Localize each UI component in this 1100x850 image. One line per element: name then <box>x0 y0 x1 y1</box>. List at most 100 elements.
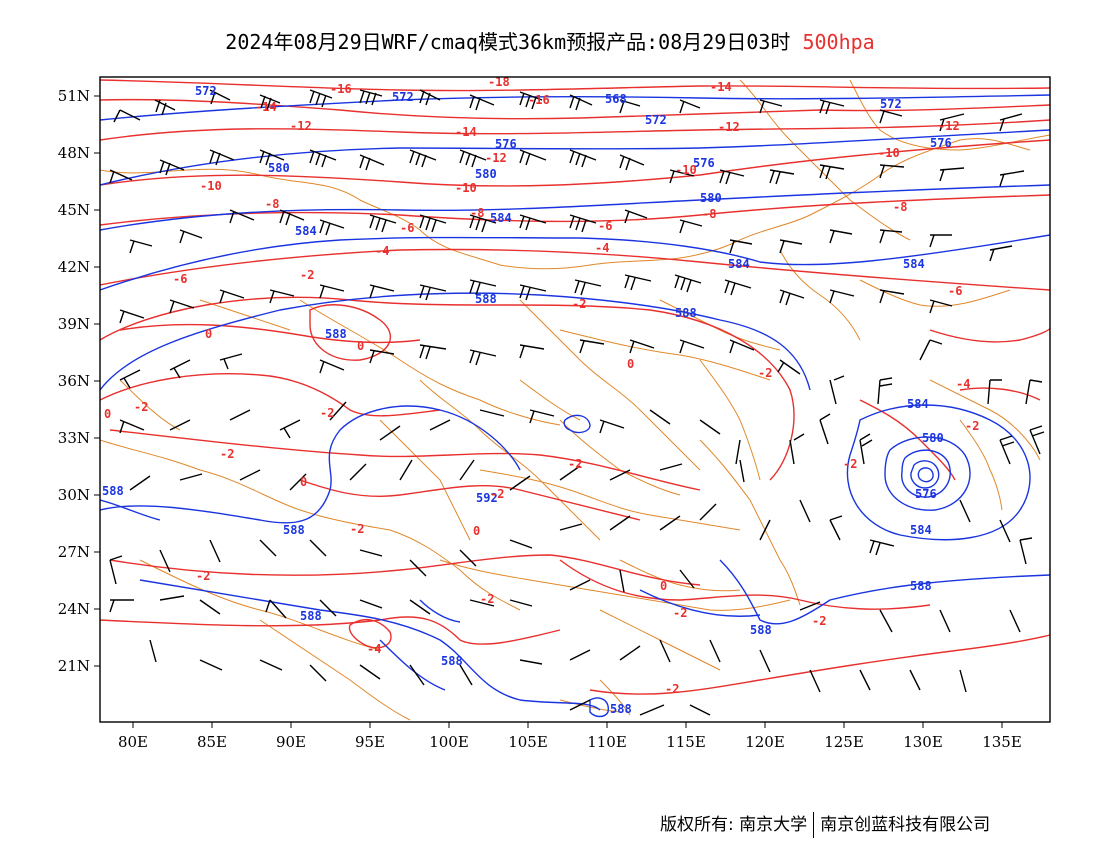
height-label: 588 <box>102 484 124 498</box>
lat-label: 21N <box>58 657 90 675</box>
temperature-label: 0 <box>660 579 667 593</box>
map-title: 2024年08月29日WRF/cmaq模式36km预报产品:08月29日03时 … <box>0 26 1100 55</box>
temperature-label: 0 <box>473 524 480 538</box>
temperature-label: -8 <box>265 197 279 211</box>
height-label: 588 <box>325 327 347 341</box>
temperature-label: -8 <box>470 206 484 220</box>
temperature-label: -2 <box>568 457 582 471</box>
height-label: 568 <box>605 92 627 106</box>
temperature-label: 0 <box>205 327 212 341</box>
lat-label: 48N <box>58 144 90 162</box>
height-label: 584 <box>295 224 317 238</box>
height-label: 588 <box>300 609 322 623</box>
contour-labels: 572 572 568 572 572 576 576 576 580 580 … <box>102 75 979 716</box>
height-label: 588 <box>475 292 497 306</box>
temperature-label: -4 <box>367 642 381 656</box>
temperature-label: -2 <box>350 522 364 536</box>
temperature-label: -2 <box>480 592 494 606</box>
temperature-label: -2 <box>965 419 979 433</box>
temperature-label: -8 <box>893 200 907 214</box>
wind-barbs <box>109 89 1045 716</box>
temperature-label: -10 <box>200 179 222 193</box>
temperature-label: -2 <box>196 569 210 583</box>
height-label: 584 <box>903 257 925 271</box>
height-label: 580 <box>700 191 722 205</box>
lon-label: 105E <box>508 733 548 751</box>
height-label: 576 <box>495 137 517 151</box>
height-label: 592 <box>476 491 498 505</box>
lon-label: 135E <box>982 733 1022 751</box>
temperature-label: -16 <box>528 93 550 107</box>
lat-label: 30N <box>58 486 90 504</box>
temperature-label: -4 <box>375 244 389 258</box>
temperature-label: -2 <box>812 614 826 628</box>
lat-label: 24N <box>58 600 90 618</box>
height-label: 588 <box>675 306 697 320</box>
temperature-label: -6 <box>948 284 962 298</box>
copyright-owner: 版权所有: 南京大学 <box>660 815 808 835</box>
longitude-axis: 80E 85E 90E 95E 100E 105E 110E 115E 120E… <box>118 722 1022 751</box>
temperature-label: -2 <box>673 606 687 620</box>
copyright-divider <box>813 812 815 838</box>
height-label: 580 <box>268 161 290 175</box>
temperature-label: 0 <box>627 357 634 371</box>
temperature-label: -2 <box>320 406 334 420</box>
latitude-axis: 51N 48N 45N 42N 39N 36N 33N 30N 27N 24N … <box>58 87 100 675</box>
lat-label: 51N <box>58 87 90 105</box>
height-label: 576 <box>930 136 952 150</box>
temperature-label: -4 <box>956 377 970 391</box>
height-label: 588 <box>610 702 632 716</box>
temperature-label: -12 <box>485 151 507 165</box>
lon-label: 115E <box>666 733 706 751</box>
temperature-label: -10 <box>675 163 697 177</box>
lon-label: 100E <box>429 733 469 751</box>
temperature-label: 0 <box>357 339 364 353</box>
map-frame <box>99 76 1051 723</box>
lat-label: 42N <box>58 258 90 276</box>
height-label: 572 <box>392 90 414 104</box>
height-label: 580 <box>475 167 497 181</box>
temperature-label: -2 <box>134 400 148 414</box>
height-label: 588 <box>283 523 305 537</box>
temperature-label: -2 <box>300 268 314 282</box>
lon-label: 120E <box>745 733 785 751</box>
temperature-label: -2 <box>665 682 679 696</box>
height-label: 576 <box>693 156 715 170</box>
temperature-label: -14 <box>455 125 477 139</box>
lon-label: 90E <box>276 733 306 751</box>
copyright-company: 南京创蓝科技有限公司 <box>820 815 991 835</box>
copyright-footer: 版权所有: 南京大学 南京创蓝科技有限公司 <box>660 810 990 838</box>
height-label: 588 <box>910 579 932 593</box>
temperature-label: -10 <box>455 181 477 195</box>
lon-label: 125E <box>824 733 864 751</box>
temperature-label: -2 <box>843 457 857 471</box>
temperature-label: -2 <box>572 297 586 311</box>
temperature-label: -8 <box>702 207 716 221</box>
lat-label: 36N <box>58 372 90 390</box>
title-main: 2024年08月29日WRF/cmaq模式36km预报产品:08月29日03时 <box>225 30 791 54</box>
height-label: 588 <box>750 623 772 637</box>
height-label: 572 <box>645 113 667 127</box>
temperature-label: -14 <box>255 100 277 114</box>
height-contours <box>100 94 1050 718</box>
lon-label: 130E <box>903 733 943 751</box>
temperature-label: -6 <box>598 219 612 233</box>
temperature-label: -2 <box>490 487 504 501</box>
temperature-label: -18 <box>488 75 510 89</box>
lon-label: 110E <box>587 733 627 751</box>
height-label: 584 <box>728 257 750 271</box>
height-label: 584 <box>490 211 512 225</box>
lat-label: 39N <box>58 315 90 333</box>
lat-label: 27N <box>58 543 90 561</box>
temperature-label: 0 <box>104 407 111 421</box>
height-label: 572 <box>880 97 902 111</box>
height-label: 588 <box>441 654 463 668</box>
lon-label: 80E <box>118 733 148 751</box>
lat-label: 33N <box>58 429 90 447</box>
title-level: 500hpa <box>802 30 875 54</box>
lon-label: 85E <box>197 733 227 751</box>
temperature-label: -16 <box>330 82 352 96</box>
temperature-label: -12 <box>938 119 960 133</box>
height-label: 584 <box>907 397 929 411</box>
